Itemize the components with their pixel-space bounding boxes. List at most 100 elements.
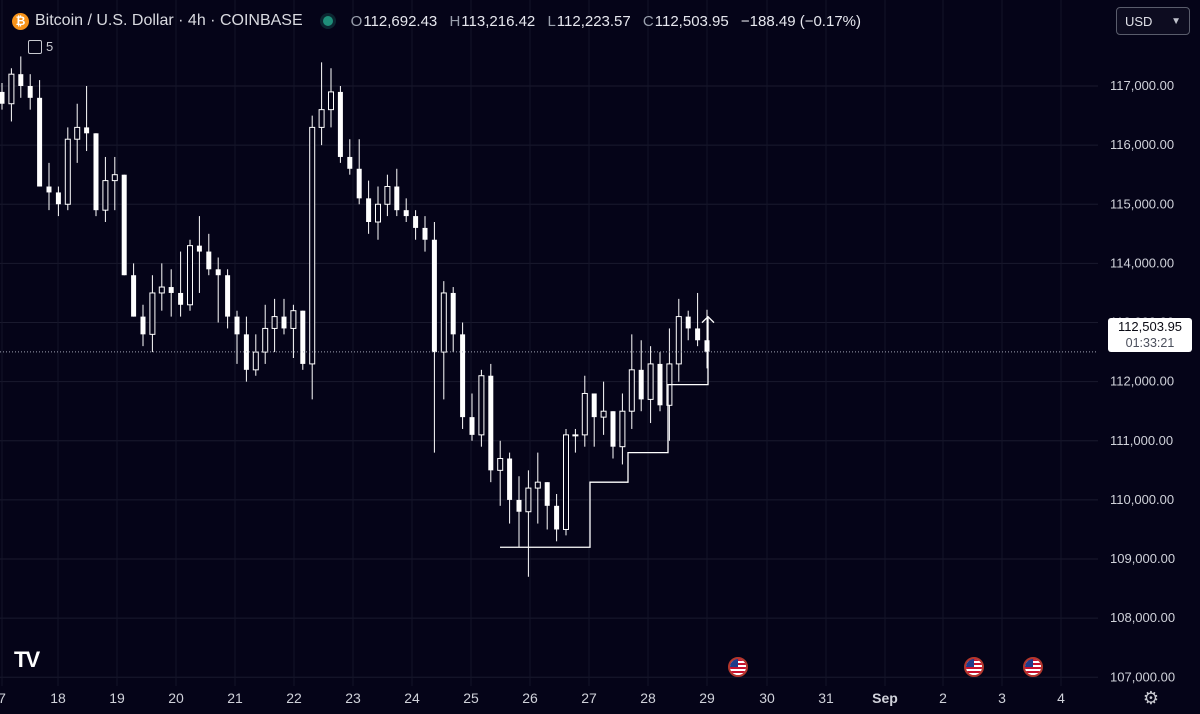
candle[interactable] xyxy=(507,452,513,524)
candle-body-down xyxy=(366,198,372,222)
candle[interactable] xyxy=(366,180,372,234)
candle[interactable] xyxy=(704,309,710,369)
candle[interactable] xyxy=(497,440,504,506)
candle[interactable] xyxy=(84,86,90,152)
candle[interactable] xyxy=(460,322,466,429)
candle[interactable] xyxy=(196,216,202,293)
candle[interactable] xyxy=(695,292,701,347)
candle-body-down xyxy=(695,328,701,341)
candle[interactable] xyxy=(8,68,15,122)
candle[interactable] xyxy=(140,304,146,347)
candle[interactable] xyxy=(488,363,494,483)
candle[interactable] xyxy=(600,381,607,435)
candle[interactable] xyxy=(234,310,240,364)
candle[interactable] xyxy=(647,346,654,424)
candle[interactable] xyxy=(356,139,362,205)
candle[interactable] xyxy=(403,198,409,222)
candle[interactable] xyxy=(46,162,52,211)
candles xyxy=(0,56,710,577)
candle[interactable] xyxy=(121,174,127,276)
candle[interactable] xyxy=(18,56,24,98)
candle[interactable] xyxy=(422,216,428,252)
candle[interactable] xyxy=(328,68,334,128)
candle[interactable] xyxy=(131,263,137,317)
candle[interactable] xyxy=(0,83,5,110)
candle[interactable] xyxy=(431,221,437,453)
candle[interactable] xyxy=(563,428,569,536)
candle[interactable] xyxy=(206,233,212,276)
candle[interactable] xyxy=(384,174,391,217)
us-flag-icon[interactable] xyxy=(728,657,748,677)
candle[interactable] xyxy=(290,304,297,358)
candle[interactable] xyxy=(149,275,156,353)
candle[interactable] xyxy=(394,168,400,217)
price-tick-label: 116,000.00 xyxy=(1110,137,1174,152)
us-flag-icon[interactable] xyxy=(1023,657,1043,677)
candle[interactable] xyxy=(450,287,456,353)
candle[interactable] xyxy=(534,452,541,524)
candle[interactable] xyxy=(675,298,682,382)
candle[interactable] xyxy=(628,334,635,429)
candle[interactable] xyxy=(638,340,644,412)
candle[interactable] xyxy=(158,263,165,311)
time-tick-label: 28 xyxy=(640,690,656,706)
candle[interactable] xyxy=(281,298,287,335)
market-status-dot[interactable] xyxy=(322,16,333,26)
candle[interactable] xyxy=(93,133,99,217)
candle[interactable] xyxy=(440,281,447,400)
time-tick-label: 7 xyxy=(0,690,6,706)
candle[interactable] xyxy=(74,103,81,163)
candle[interactable] xyxy=(111,156,118,211)
time-tick-label: 30 xyxy=(759,690,775,706)
candle-body-up xyxy=(271,316,278,329)
candle[interactable] xyxy=(516,476,522,548)
candle[interactable] xyxy=(525,470,532,577)
candle[interactable] xyxy=(187,239,193,311)
candle[interactable] xyxy=(215,257,221,323)
candle[interactable] xyxy=(309,115,316,400)
candle[interactable] xyxy=(27,74,33,110)
candle[interactable] xyxy=(55,186,61,217)
candle[interactable] xyxy=(469,393,475,441)
candle[interactable] xyxy=(347,139,353,175)
candle[interactable] xyxy=(478,369,485,447)
candle[interactable] xyxy=(243,316,249,382)
candle[interactable] xyxy=(64,127,71,211)
candle[interactable] xyxy=(375,186,381,240)
candle[interactable] xyxy=(572,428,579,453)
candle[interactable] xyxy=(271,298,278,353)
candle[interactable] xyxy=(300,310,306,370)
tradingview-logo[interactable]: TV xyxy=(14,647,40,672)
bitcoin-icon[interactable]: ₿ xyxy=(12,12,29,30)
candle[interactable] xyxy=(337,86,343,163)
candle[interactable] xyxy=(318,62,325,146)
chevron-down-icon: ▼ xyxy=(1171,15,1181,27)
candle[interactable] xyxy=(619,393,626,465)
candle[interactable] xyxy=(262,304,269,364)
candle[interactable] xyxy=(168,269,174,317)
candle[interactable] xyxy=(581,375,588,447)
candle-body-down xyxy=(18,74,24,86)
candle[interactable] xyxy=(657,352,663,412)
candle[interactable] xyxy=(591,393,597,447)
candle[interactable] xyxy=(102,156,109,222)
candle[interactable] xyxy=(252,334,259,376)
candle[interactable] xyxy=(554,493,560,542)
candle[interactable] xyxy=(685,310,691,341)
candle[interactable] xyxy=(37,80,43,187)
price-tick-label: 112,000.00 xyxy=(1110,374,1174,389)
candle-body-down xyxy=(84,127,90,134)
indicators-toggle[interactable]: 5 xyxy=(28,39,53,54)
candle[interactable] xyxy=(225,269,231,329)
symbol-title[interactable]: Bitcoin / U.S. Dollar · 4h · COINBASE xyxy=(35,12,303,29)
candle-body-down xyxy=(178,292,184,305)
time-tick-label: Sep xyxy=(872,690,898,706)
candle[interactable] xyxy=(544,482,550,530)
gear-icon[interactable]: ⚙ xyxy=(1142,688,1160,708)
candle[interactable] xyxy=(413,210,419,240)
currency-select[interactable]: USD ▼ xyxy=(1116,7,1190,35)
candle[interactable] xyxy=(178,251,184,317)
us-flag-icon[interactable] xyxy=(964,657,984,677)
candle[interactable] xyxy=(610,411,616,459)
